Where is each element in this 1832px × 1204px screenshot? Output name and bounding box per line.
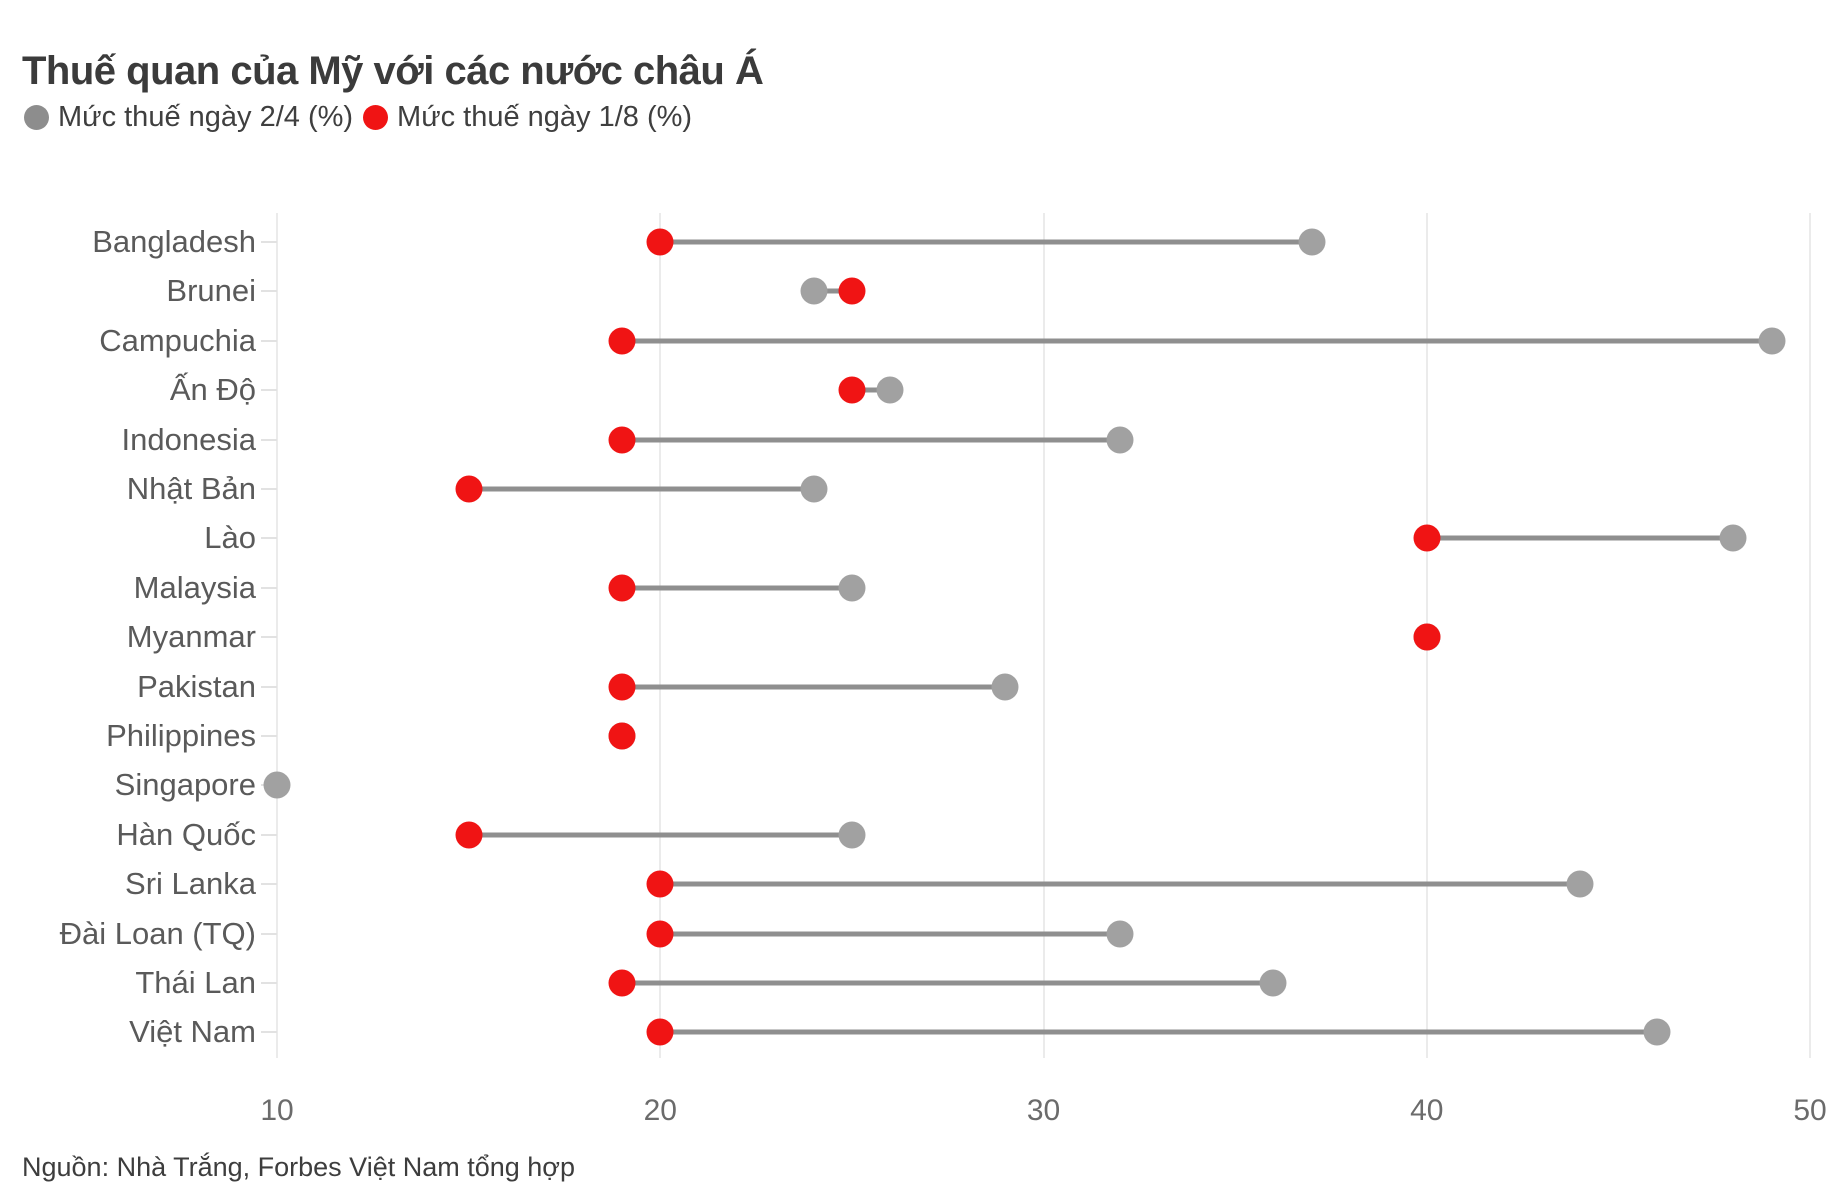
- category-tick: [261, 586, 277, 589]
- april-rate-dot: [1643, 1018, 1671, 1046]
- category-label: Brunei: [166, 273, 256, 309]
- august-rate-dot: [608, 722, 636, 750]
- gridline-10: [276, 213, 278, 1058]
- connector-line: [621, 585, 852, 591]
- category-tick: [261, 389, 277, 392]
- category-tick: [261, 636, 277, 639]
- connector-line: [813, 288, 852, 294]
- gray-dot-icon: [24, 105, 49, 130]
- gridline-50: [1809, 213, 1811, 1058]
- april-rate-dot: [1719, 524, 1747, 552]
- connector-line: [621, 684, 1006, 690]
- category-tick: [261, 833, 277, 836]
- category-label: Indonesia: [121, 421, 256, 457]
- category-label: Sri Lanka: [125, 866, 256, 902]
- category-tick: [261, 982, 277, 984]
- category-label: Philippines: [106, 718, 256, 753]
- connector-line: [660, 239, 1312, 245]
- connector-line: [1426, 535, 1734, 541]
- connector-line: [621, 437, 1121, 443]
- category-tick: [261, 290, 277, 293]
- august-rate-dot: [608, 426, 636, 454]
- category-label: Thái Lan: [135, 965, 256, 1000]
- category-label: Hàn Quốc: [116, 816, 256, 852]
- category-label: Campuchia: [99, 322, 256, 358]
- category-tick: [261, 1031, 277, 1034]
- chart-legend: Mức thuế ngày 2/4 (%) Mức thuế ngày 1/8 …: [24, 101, 692, 134]
- connector-line: [621, 338, 1772, 344]
- connector-line: [660, 931, 1121, 937]
- april-rate-dot: [838, 821, 866, 849]
- august-rate-dot: [1413, 623, 1441, 651]
- april-rate-dot: [1566, 870, 1594, 898]
- april-rate-dot: [1758, 327, 1786, 355]
- category-label: Myanmar: [126, 619, 256, 655]
- august-rate-dot: [608, 327, 636, 355]
- category-tick: [261, 241, 277, 243]
- category-label: Bangladesh: [92, 224, 256, 259]
- category-label: Việt Nam: [129, 1014, 256, 1050]
- legend-label-august: Mức thuế ngày 1/8 (%): [397, 101, 693, 133]
- gridline-20: [659, 213, 662, 1058]
- april-rate-dot: [1106, 426, 1134, 454]
- connector-line: [468, 486, 814, 492]
- category-tick: [261, 438, 277, 441]
- august-rate-dot: [608, 969, 636, 997]
- gridline-30: [1042, 213, 1045, 1058]
- august-rate-dot: [646, 870, 674, 898]
- connector-line: [621, 980, 1274, 986]
- category-label: Ấn Độ: [169, 372, 256, 408]
- category-tick: [261, 488, 277, 490]
- august-rate-dot: [455, 475, 483, 503]
- april-rate-dot: [838, 574, 866, 602]
- connector-line: [851, 387, 891, 393]
- legend-label-april: Mức thuế ngày 2/4 (%): [58, 101, 354, 133]
- category-tick: [261, 932, 277, 935]
- page-title: Thuế quan của Mỹ với các nước châu Á: [22, 48, 764, 93]
- august-rate-dot: [608, 673, 636, 701]
- category-label: Singapore: [114, 767, 256, 803]
- april-rate-dot: [800, 475, 828, 503]
- category-tick: [261, 685, 277, 688]
- x-axis-label: 20: [643, 1094, 677, 1127]
- august-rate-dot: [646, 1018, 674, 1046]
- category-label: Đài Loan (TQ): [59, 915, 256, 951]
- august-rate-dot: [838, 376, 866, 404]
- category-label: Lào: [204, 520, 256, 556]
- category-label: Nhật Bản: [126, 471, 256, 506]
- legend-item-april: Mức thuế ngày 2/4 (%): [24, 101, 353, 134]
- category-label: Malaysia: [133, 569, 256, 605]
- x-axis-label: 50: [1793, 1094, 1827, 1127]
- category-label: Pakistan: [137, 668, 256, 704]
- x-axis-label: 30: [1026, 1094, 1061, 1127]
- connector-line: [468, 832, 852, 838]
- category-tick: [261, 735, 277, 737]
- august-rate-dot: [646, 228, 674, 256]
- x-axis-label: 10: [260, 1094, 294, 1127]
- august-rate-dot: [1413, 524, 1441, 552]
- april-rate-dot: [876, 376, 904, 404]
- april-rate-dot: [1259, 969, 1287, 997]
- category-tick: [261, 339, 277, 342]
- x-axis-label: 40: [1410, 1094, 1444, 1127]
- red-dot-icon: [363, 105, 389, 130]
- august-rate-dot: [646, 920, 674, 948]
- april-rate-dot: [1298, 228, 1326, 256]
- april-rate-dot: [1106, 920, 1134, 948]
- august-rate-dot: [455, 821, 483, 849]
- source-note: Nguồn: Nhà Trắng, Forbes Việt Nam tổng h…: [22, 1152, 576, 1182]
- category-tick: [261, 537, 277, 540]
- legend-item-august: Mức thuế ngày 1/8 (%): [363, 101, 692, 134]
- april-rate-dot: [263, 771, 291, 799]
- connector-line: [660, 881, 1581, 887]
- category-tick: [261, 883, 277, 886]
- april-rate-dot: [800, 277, 828, 305]
- august-rate-dot: [608, 574, 636, 602]
- august-rate-dot: [838, 277, 866, 305]
- connector-line: [660, 1029, 1657, 1035]
- april-rate-dot: [991, 673, 1019, 701]
